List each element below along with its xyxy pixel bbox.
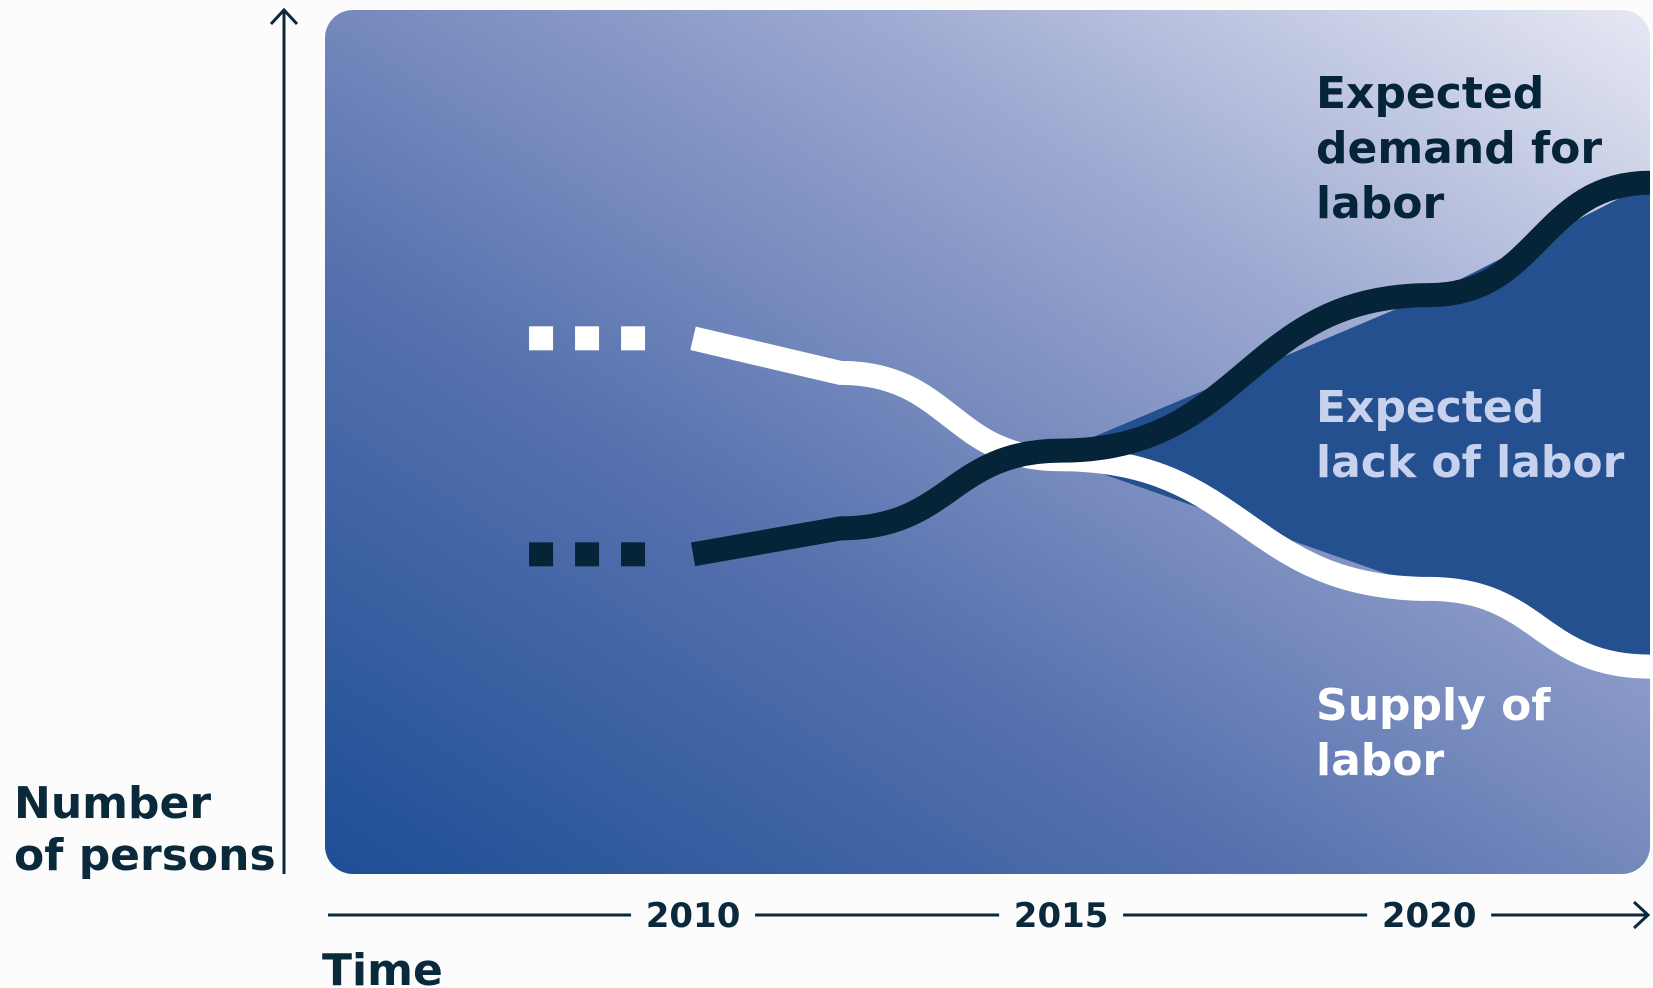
x-tick-label: 2015 (1014, 896, 1109, 936)
supply-history-dash (621, 326, 646, 351)
x-tick-label: 2020 (1382, 896, 1477, 936)
supply-label-line1: Supply of (1316, 680, 1551, 731)
demand-label-line2: demand for (1316, 123, 1602, 174)
supply-series-label: Supply of labor (1316, 680, 1566, 786)
lack-of-labor-region (1061, 182, 1650, 667)
demand-label-line3: labor (1316, 178, 1444, 229)
demand-series-line (690, 170, 1650, 567)
demand-history-dash (621, 542, 646, 567)
y-axis-arrowhead (269, 7, 299, 26)
x-axis-title: Time (322, 945, 443, 988)
x-tick-label: 2010 (646, 896, 741, 936)
demand-series-label: Expected demand for labor (1316, 68, 1617, 229)
supply-label-line2: labor (1316, 735, 1444, 786)
supply-series-line (690, 326, 1650, 679)
lack-label-line1: Expected (1316, 382, 1544, 433)
y-axis-title-line1: Number (14, 778, 211, 829)
y-axis-title: Number of persons (14, 778, 276, 881)
y-axis-title-line2: of persons (14, 830, 276, 881)
lack-of-labor-label: Expected lack of labor (1316, 382, 1625, 488)
x-axis: 2010 2015 2020 (328, 896, 1651, 936)
lack-label-line2: lack of labor (1316, 437, 1625, 488)
supply-history-dash (575, 326, 600, 351)
demand-label-line1: Expected (1316, 68, 1544, 119)
supply-history-dash (529, 326, 554, 351)
x-axis-arrowhead (1632, 900, 1651, 930)
demand-history-dash (575, 542, 600, 567)
demand-history-dash (529, 542, 554, 567)
